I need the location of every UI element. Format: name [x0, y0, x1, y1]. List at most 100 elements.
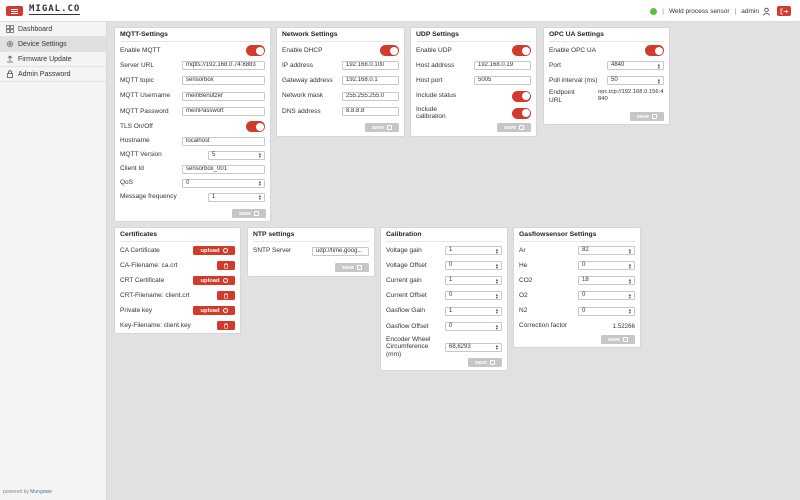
qos-stepper[interactable]: 0 ▴ ▾ [182, 178, 265, 188]
sidebar-item-device-settings[interactable]: Device Settings [0, 37, 106, 52]
server-url-input[interactable]: mqtts://192.168.0.74:8883 [182, 61, 265, 70]
opcua-save-button[interactable]: save [630, 112, 664, 121]
poll-interval-stepper[interactable]: 50 ▴ ▾ [607, 76, 664, 85]
stepper-arrows-icon[interactable]: ▴ ▾ [628, 261, 631, 270]
udp-host-input[interactable]: 192.168.0.19 [474, 61, 531, 70]
mqtt-enable-toggle[interactable] [246, 45, 265, 56]
gas-co2-stepper[interactable]: 18 ▴ ▾ [578, 276, 635, 285]
gas-n2-stepper[interactable]: 0 ▴ ▾ [578, 306, 635, 316]
sntp-server-input[interactable]: udp://time.goog... [312, 246, 369, 256]
gas-ar-stepper[interactable]: 82 ▴ ▾ [578, 246, 635, 255]
save-icon [490, 360, 496, 365]
user-icon[interactable] [762, 7, 771, 16]
calibration-save-button[interactable]: save [468, 358, 502, 367]
crt-upload-button[interactable]: upload [193, 276, 235, 285]
udp-enable-toggle[interactable] [512, 45, 531, 56]
gasflow-gain-row: Gasflow Gain 1 ▴ ▾ [386, 303, 502, 319]
gasflow-gain-stepper[interactable]: 1 ▴ ▾ [445, 306, 502, 316]
ip-input[interactable]: 192.168.0.100 [342, 61, 399, 70]
label: Poll interval (ms) [549, 76, 598, 84]
stepper-arrows-icon[interactable]: ▴ ▾ [258, 179, 261, 187]
mqtt-username-row: MQTT Username meinBenutzer [120, 88, 265, 104]
voltage-gain-stepper[interactable]: 1 ▴ ▾ [445, 246, 502, 255]
label: CRT-Filename: client.crt [120, 291, 190, 299]
sidebar-item-admin-password[interactable]: Admin Password [0, 67, 106, 82]
stepper-arrows-icon[interactable]: ▴ ▾ [657, 61, 660, 70]
stepper-arrows-icon[interactable]: ▴ ▾ [628, 307, 631, 315]
stepper-arrows-icon[interactable]: ▴ ▾ [258, 193, 261, 201]
sidebar-item-firmware-update[interactable]: Firmware Update [0, 52, 106, 67]
stepper-arrows-icon[interactable]: ▴ ▾ [495, 291, 498, 300]
sidebar-item-dashboard[interactable]: Dashboard [0, 22, 106, 37]
current-gain-stepper[interactable]: 1 ▴ ▾ [445, 276, 502, 285]
crt-delete-button[interactable] [217, 291, 235, 300]
gas-he-row: He 0 ▴ ▾ [519, 258, 635, 273]
stepper-value: 0 [449, 292, 453, 298]
hostname-row: Hostname localhost [120, 134, 265, 148]
network-save-button[interactable]: save [365, 123, 399, 132]
label: Gateway address [282, 76, 333, 84]
include-status-toggle[interactable] [512, 90, 531, 102]
gasflow-offset-row: Gasflow Offset 0 ▴ ▾ [386, 319, 502, 334]
voltage-offset-stepper[interactable]: 0 ▴ ▾ [445, 261, 502, 270]
ca-upload-button[interactable]: upload [193, 246, 235, 255]
stepper-arrows-icon[interactable]: ▴ ▾ [628, 291, 631, 300]
mqtt-save-button[interactable]: save [232, 209, 266, 218]
connection-status-icon [650, 7, 658, 15]
label: CA Certificate [120, 246, 160, 254]
gateway-input[interactable]: 192.168.0.1 [342, 76, 399, 85]
gas-n2-row: N2 0 ▴ ▾ [519, 303, 635, 319]
save-label: save [503, 124, 517, 131]
tls-toggle[interactable] [246, 121, 265, 132]
stepper-value: 0 [449, 323, 453, 329]
label: CO2 [519, 276, 533, 284]
ntp-save-button[interactable]: save [335, 263, 369, 272]
mqtt-topic-input[interactable]: sensorbox [182, 76, 265, 85]
stepper-arrows-icon[interactable]: ▴ ▾ [495, 261, 498, 270]
card-title: UDP Settings [416, 28, 531, 42]
stepper-arrows-icon[interactable]: ▴ ▾ [495, 322, 498, 331]
current-offset-stepper[interactable]: 0 ▴ ▾ [445, 291, 502, 300]
hamburger-menu-button[interactable] [6, 6, 23, 16]
label: MQTT Version [120, 151, 162, 159]
stepper-value: 1 [449, 247, 453, 253]
stepper-arrows-icon[interactable]: ▴ ▾ [495, 276, 498, 285]
udp-port-input[interactable]: 5005 [474, 76, 531, 85]
gas-o2-stepper[interactable]: 0 ▴ ▾ [578, 291, 635, 300]
udp-save-button[interactable]: save [497, 123, 531, 132]
stepper-value: 50 [611, 77, 618, 83]
footer-link[interactable]: Mungowe [30, 489, 52, 495]
mask-input[interactable]: 255.255.255.0 [342, 91, 399, 101]
key-delete-button[interactable] [217, 321, 235, 330]
ntp-settings-card: NTP settings SNTP Server udp://time.goog… [247, 227, 375, 277]
stepper-arrows-icon[interactable]: ▴ ▾ [495, 343, 498, 351]
include-calibration-toggle[interactable] [512, 107, 531, 119]
opcua-port-stepper[interactable]: 4840 ▴ ▾ [607, 61, 664, 70]
opcua-enable-toggle[interactable] [645, 45, 664, 56]
gasflow-save-button[interactable]: save [601, 335, 635, 344]
gas-ar-row: Ar 82 ▴ ▾ [519, 243, 635, 258]
stepper-arrows-icon[interactable]: ▴ ▾ [495, 246, 498, 255]
label: Private key [120, 306, 153, 314]
dns-input[interactable]: 8.8.8.8 [342, 107, 399, 116]
hostname-input[interactable]: localhost [182, 136, 265, 146]
ca-delete-button[interactable] [217, 261, 235, 270]
logout-button[interactable] [777, 6, 791, 16]
stepper-arrows-icon[interactable]: ▴ ▾ [657, 76, 660, 85]
gas-he-stepper[interactable]: 0 ▴ ▾ [578, 261, 635, 270]
mqtt-username-input[interactable]: meinBenutzer [182, 91, 265, 101]
encoder-circumference-stepper[interactable]: 68,6293 ▴ ▾ [445, 342, 502, 352]
stepper-arrows-icon[interactable]: ▴ ▾ [628, 276, 631, 285]
stepper-arrows-icon[interactable]: ▴ ▾ [628, 246, 631, 255]
mqtt-version-stepper[interactable]: 5 ▴ ▾ [208, 150, 265, 160]
client-id-input[interactable]: sensorbox_001 [182, 164, 265, 174]
stepper-arrows-icon[interactable]: ▴ ▾ [258, 151, 261, 159]
label: Current gain [386, 276, 422, 284]
gasflow-offset-stepper[interactable]: 0 ▴ ▾ [445, 322, 502, 331]
dhcp-toggle[interactable] [380, 45, 399, 56]
stepper-arrows-icon[interactable]: ▴ ▾ [495, 307, 498, 315]
label: Enable MQTT [120, 46, 161, 54]
key-upload-button[interactable]: upload [193, 306, 235, 315]
mqtt-password-input[interactable]: meinPasswort [182, 107, 265, 116]
message-frequency-stepper[interactable]: 1 ▴ ▾ [208, 192, 265, 202]
